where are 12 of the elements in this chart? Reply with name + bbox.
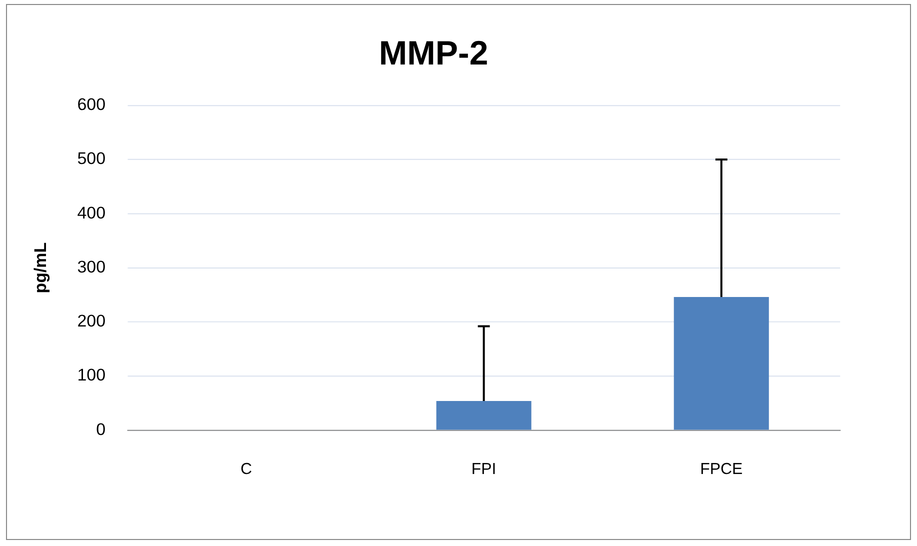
chart-title: MMP-2 — [378, 34, 488, 73]
y-axis-title: pg/mL — [30, 242, 50, 294]
y-tick-label: 200 — [77, 312, 106, 331]
y-tick-label: 400 — [77, 203, 106, 222]
y-tick-label: 500 — [77, 149, 106, 168]
x-tick-label: FPI — [471, 461, 496, 478]
y-tick-label: 100 — [77, 366, 106, 385]
x-tick-label: FPCE — [700, 461, 743, 478]
y-tick-label: 600 — [77, 95, 106, 114]
y-tick-label: 0 — [96, 420, 106, 439]
y-tick-label: 300 — [77, 257, 106, 276]
x-tick-label: C — [240, 461, 252, 478]
